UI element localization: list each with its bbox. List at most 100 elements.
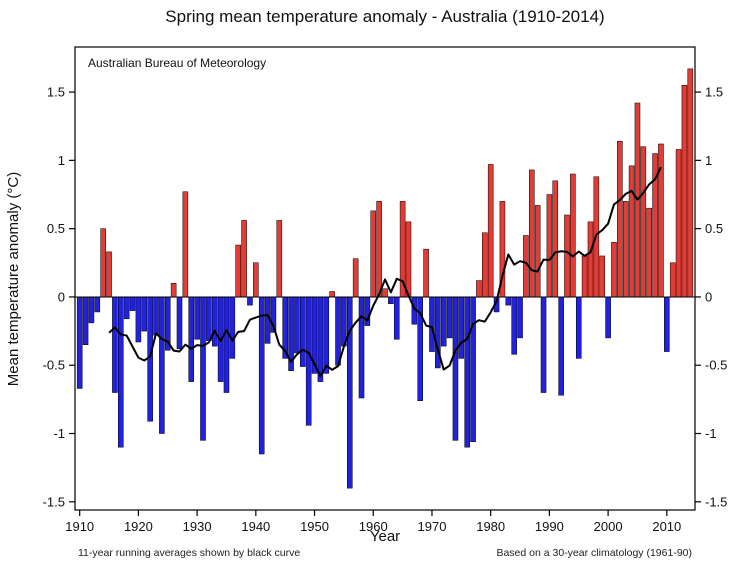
anomaly-bar-1969 xyxy=(423,248,429,298)
anomaly-bar-1997 xyxy=(587,221,594,298)
anomaly-bar-1957 xyxy=(352,258,359,298)
anomaly-bar-1991 xyxy=(552,180,559,298)
anomaly-bar-1926 xyxy=(170,283,177,298)
x-axis-label: Year xyxy=(370,528,400,545)
anomaly-bar-1949 xyxy=(305,296,312,426)
anomaly-bar-1973 xyxy=(446,296,453,339)
anomaly-bar-1937 xyxy=(235,244,241,298)
x-tick-label: 1910 xyxy=(65,519,94,534)
anomaly-bar-1940 xyxy=(253,262,259,298)
anomaly-bar-1993 xyxy=(564,214,570,298)
anomaly-bar-1989 xyxy=(540,296,547,393)
anomaly-bar-1917 xyxy=(118,296,124,448)
anomaly-bar-1983 xyxy=(505,296,512,306)
anomaly-bar-1961 xyxy=(376,201,382,298)
anomaly-bar-1924 xyxy=(159,296,165,434)
anomaly-bar-1953 xyxy=(329,291,335,298)
anomaly-bar-1910 xyxy=(76,296,83,389)
y-tick-label-left: -1.5 xyxy=(43,494,65,509)
anomaly-bar-1963 xyxy=(388,296,394,305)
anomaly-bar-1964 xyxy=(393,296,400,340)
anomaly-bar-1916 xyxy=(112,296,118,393)
anomaly-bar-2011 xyxy=(669,262,676,298)
plot-frame xyxy=(74,46,696,511)
anomaly-bar-1922 xyxy=(147,296,153,422)
y-tick-label-left: -1 xyxy=(53,426,65,441)
footnote-climatology: Based on a 30-year climatology (1961-90) xyxy=(496,547,692,559)
anomaly-bar-1966 xyxy=(405,221,412,298)
y-tick-label-right: 0.5 xyxy=(705,221,723,236)
anomaly-bar-1980 xyxy=(487,164,494,298)
y-tick-label-right: 1 xyxy=(705,153,712,168)
anomaly-bar-1984 xyxy=(511,296,517,355)
running-average-curve xyxy=(108,166,662,377)
anomaly-bar-1929 xyxy=(188,296,195,382)
anomaly-bar-1994 xyxy=(570,173,576,298)
anomaly-bar-1996 xyxy=(581,255,588,298)
x-tick-label: 2000 xyxy=(594,519,623,534)
y-tick-label-right: 1.5 xyxy=(705,85,723,100)
x-tick-label: 1990 xyxy=(535,519,564,534)
anomaly-bar-1979 xyxy=(482,232,488,298)
anomaly-bar-1970 xyxy=(429,296,435,352)
y-tick-label-right: 0 xyxy=(705,289,712,304)
x-tick-label: 1950 xyxy=(300,519,329,534)
anomaly-bar-1932 xyxy=(206,296,212,341)
bureau-watermark: Australian Bureau of Meteorology xyxy=(88,56,266,70)
y-tick-label-right: -1 xyxy=(705,426,717,441)
anomaly-bar-1974 xyxy=(452,296,459,441)
x-tick-label: 1920 xyxy=(124,519,153,534)
anomaly-bar-1947 xyxy=(294,296,300,354)
anomaly-bar-1976 xyxy=(464,296,470,448)
anomaly-bar-2007 xyxy=(646,207,652,298)
y-tick-label-left: -0.5 xyxy=(43,358,65,373)
anomaly-bar-1987 xyxy=(529,169,535,298)
anomaly-bar-1939 xyxy=(247,296,253,306)
anomaly-bar-1958 xyxy=(358,296,365,399)
y-tick-label-left: 0 xyxy=(58,289,65,304)
y-tick-label-left: 0.5 xyxy=(47,221,65,236)
anomaly-bar-2003 xyxy=(622,201,629,298)
y-tick-label-left: 1.5 xyxy=(47,85,65,100)
x-tick-label: 1930 xyxy=(183,519,212,534)
anomaly-bar-1978 xyxy=(476,280,482,298)
y-tick-label-right: -1.5 xyxy=(705,494,727,509)
running-average-line xyxy=(108,166,662,377)
anomaly-bar-1930 xyxy=(194,296,200,340)
anomaly-bar-1915 xyxy=(106,251,112,298)
anomaly-bar-1960 xyxy=(370,210,377,298)
anomaly-bar-1944 xyxy=(276,220,283,298)
anomaly-bar-1928 xyxy=(182,191,189,298)
chart-title: Spring mean temperature anomaly - Austra… xyxy=(165,7,604,26)
anomaly-bar-1956 xyxy=(347,296,353,489)
anomaly-bar-1972 xyxy=(440,296,447,347)
anomaly-bar-1918 xyxy=(123,296,130,320)
anomaly-bar-1955 xyxy=(341,296,347,347)
anomaly-bar-1938 xyxy=(241,220,247,298)
anomaly-bar-1941 xyxy=(258,296,265,455)
anomaly-bar-1962 xyxy=(382,288,388,298)
anomaly-bar-1923 xyxy=(153,296,159,336)
axis-ticks: -1.5 -1.5 -1 -1 -0.5 -0.5 0 0 0.5 0.5 1 1 1.5 1.5 1910… xyxy=(43,85,728,534)
anomaly-bar-2002 xyxy=(617,140,623,298)
anomaly-bar-2001 xyxy=(611,242,617,298)
anomaly-bar-1952 xyxy=(323,296,330,374)
anomaly-bar-2009 xyxy=(658,143,664,298)
y-tick-label-left: 1 xyxy=(58,153,65,168)
anomaly-bar-1999 xyxy=(599,255,606,298)
x-tick-label: 1980 xyxy=(476,519,505,534)
anomaly-bar-1988 xyxy=(534,205,541,298)
anomaly-bar-1913 xyxy=(94,296,101,313)
anomaly-bar-1927 xyxy=(176,296,183,350)
anomaly-bar-2010 xyxy=(664,296,670,352)
anomaly-bar-2004 xyxy=(628,165,635,298)
y-axis-label: Mean temperature anomaly (°C) xyxy=(5,172,22,386)
footnote-running-average: 11-year running averages shown by black … xyxy=(78,547,300,559)
anomaly-bar-1931 xyxy=(200,296,206,441)
x-tick-label: 1970 xyxy=(418,519,447,534)
anomaly-bar-1992 xyxy=(558,296,564,396)
anomaly-bar-1977 xyxy=(470,296,476,442)
anomaly-bar-1935 xyxy=(223,296,230,393)
